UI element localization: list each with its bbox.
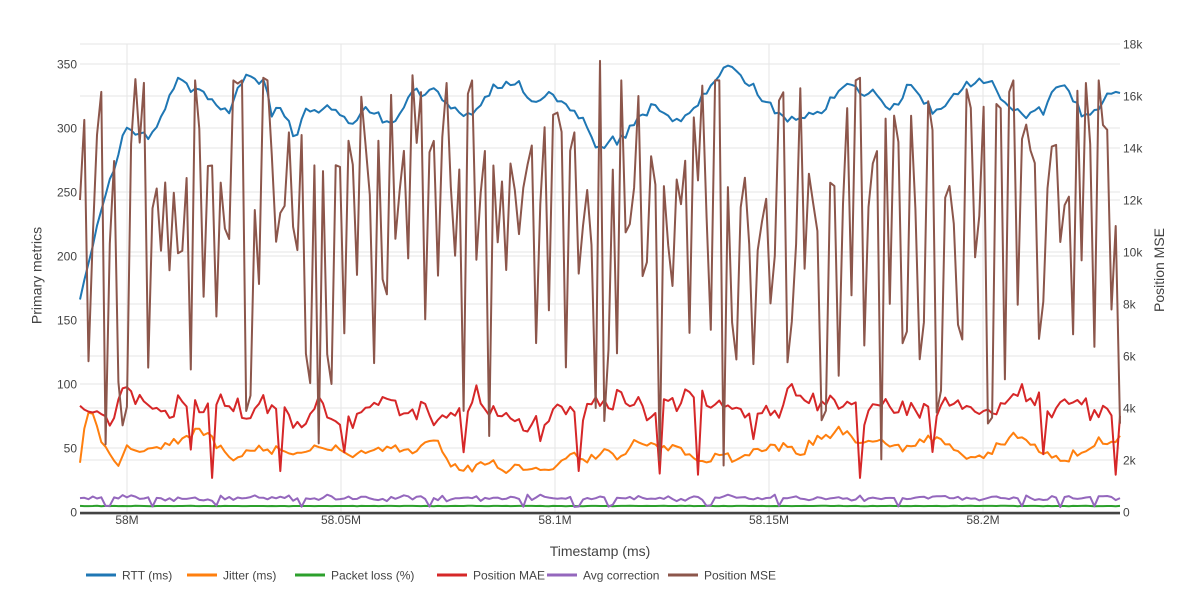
svg-text:58M: 58M bbox=[115, 513, 138, 527]
svg-text:300: 300 bbox=[57, 122, 77, 136]
svg-text:Avg correction: Avg correction bbox=[583, 569, 659, 583]
svg-text:Primary metrics: Primary metrics bbox=[29, 227, 45, 324]
svg-text:Position MAE: Position MAE bbox=[473, 569, 545, 583]
svg-text:58.2M: 58.2M bbox=[966, 513, 999, 527]
svg-text:6k: 6k bbox=[1123, 350, 1137, 364]
svg-text:350: 350 bbox=[57, 58, 77, 72]
svg-text:58.1M: 58.1M bbox=[538, 513, 571, 527]
svg-text:0: 0 bbox=[1123, 506, 1130, 520]
svg-text:Jitter (ms): Jitter (ms) bbox=[223, 569, 276, 583]
svg-text:58.05M: 58.05M bbox=[321, 513, 361, 527]
svg-text:150: 150 bbox=[57, 314, 77, 328]
svg-text:12k: 12k bbox=[1123, 194, 1143, 208]
svg-text:Position MSE: Position MSE bbox=[1151, 228, 1167, 312]
svg-text:Position MSE: Position MSE bbox=[704, 569, 776, 583]
svg-text:0: 0 bbox=[70, 506, 77, 520]
svg-text:8k: 8k bbox=[1123, 298, 1137, 312]
svg-text:18k: 18k bbox=[1123, 38, 1143, 52]
svg-text:100: 100 bbox=[57, 378, 77, 392]
svg-text:Timestamp (ms): Timestamp (ms) bbox=[550, 543, 651, 559]
svg-text:4k: 4k bbox=[1123, 402, 1137, 416]
svg-text:10k: 10k bbox=[1123, 246, 1143, 260]
svg-text:RTT (ms): RTT (ms) bbox=[122, 569, 172, 583]
svg-text:14k: 14k bbox=[1123, 142, 1143, 156]
svg-text:250: 250 bbox=[57, 186, 77, 200]
svg-text:Packet loss (%): Packet loss (%) bbox=[331, 569, 414, 583]
svg-text:2k: 2k bbox=[1123, 454, 1137, 468]
svg-text:50: 50 bbox=[64, 442, 78, 456]
svg-text:16k: 16k bbox=[1123, 90, 1143, 104]
svg-text:58.15M: 58.15M bbox=[749, 513, 789, 527]
svg-text:200: 200 bbox=[57, 250, 77, 264]
